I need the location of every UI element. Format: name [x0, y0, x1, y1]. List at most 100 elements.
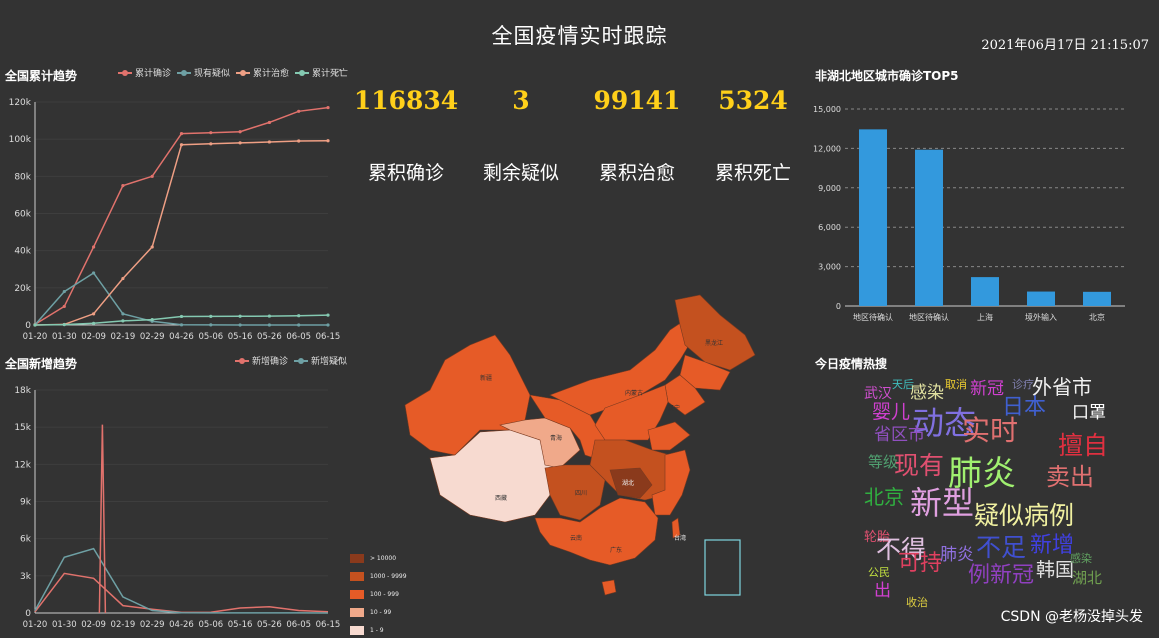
map-legend-item[interactable]: 1000 - 9999: [350, 567, 407, 585]
wordcloud-word[interactable]: 收治: [906, 596, 928, 609]
wordcloud-word[interactable]: 诊疗: [1012, 378, 1034, 391]
y-tick-label: 3k: [20, 572, 32, 582]
wordcloud-word[interactable]: 轮胎: [864, 530, 891, 545]
wordcloud-word[interactable]: 擅自: [1058, 431, 1109, 460]
data-point: [150, 245, 154, 249]
wordcloud-word[interactable]: 口罩: [1072, 403, 1106, 423]
x-tick-label: 北京: [1089, 312, 1105, 322]
legend-item-daily-confirmed[interactable]: 新增确诊: [235, 354, 288, 367]
wordcloud-word[interactable]: 天后: [892, 378, 914, 391]
wordcloud-word[interactable]: 感染: [1070, 552, 1092, 565]
map-region-qinghai[interactable]: [499, 417, 581, 469]
y-tick-label: 18k: [14, 386, 31, 396]
map-label: 湖北: [622, 479, 634, 487]
data-point: [92, 321, 96, 325]
x-tick-label: 05-06: [198, 620, 223, 630]
stat-suspected-value: 3: [512, 86, 530, 115]
data-point: [121, 319, 125, 323]
wordcloud-word[interactable]: 新型: [910, 484, 975, 522]
x-tick-label: 06-05: [286, 332, 311, 342]
wordcloud-word[interactable]: 省区市: [874, 425, 925, 445]
wordcloud-word[interactable]: 肺炎: [948, 454, 1016, 494]
top5-panel-title: 非湖北地区城市确诊TOP5: [815, 69, 959, 83]
x-tick-label: 02-29: [140, 332, 165, 342]
legend-label: 累计死亡: [312, 69, 349, 79]
legend-item-current-suspected[interactable]: 现有疑似: [177, 66, 230, 79]
wordcloud-word[interactable]: 卖出: [1046, 463, 1094, 491]
legend-item-cumulative-confirmed[interactable]: 累计确诊: [118, 66, 171, 79]
wordcloud-word[interactable]: 肺炎: [940, 545, 974, 565]
wordcloud-word[interactable]: 外省市: [1032, 375, 1092, 399]
data-point: [326, 105, 330, 110]
wordcloud-word[interactable]: 例新冠: [968, 563, 1035, 588]
watermark: CSDN @老杨没掉头发: [1000, 609, 1143, 625]
datetime-display: 2021年06月17日 21:15:07: [981, 38, 1149, 53]
wordcloud-word[interactable]: 不得: [876, 535, 927, 564]
y-tick-label: 100k: [9, 135, 32, 145]
data-point: [179, 323, 184, 327]
expand-icon[interactable]: ⤢: [334, 68, 342, 78]
x-tick-label: 06-05: [286, 620, 311, 630]
wordcloud-word[interactable]: 武汉: [864, 386, 892, 402]
bar: [859, 129, 887, 306]
legend-marker-icon: [235, 357, 249, 364]
map-region-south[interactable]: [534, 497, 659, 566]
map-region-sichuan[interactable]: [544, 464, 606, 521]
wordcloud-word[interactable]: 婴儿: [872, 401, 911, 423]
map-legend-label: 100 - 999: [370, 590, 399, 598]
legend-item-daily-suspected[interactable]: 新增疑似: [294, 354, 347, 367]
wordcloud-word[interactable]: 湖北: [1072, 569, 1103, 587]
wordcloud-word[interactable]: 现有: [894, 451, 945, 480]
wordcloud-word[interactable]: 新冠: [970, 379, 1004, 399]
map-label: 云南: [570, 534, 582, 542]
wordcloud-word[interactable]: 可持: [898, 551, 943, 576]
wordcloud-word[interactable]: 等级: [868, 453, 899, 471]
map-legend-item[interactable]: 100 - 999: [350, 585, 407, 603]
data-point: [92, 271, 96, 275]
data-point: [209, 131, 213, 135]
x-tick-label: 01-30: [52, 620, 77, 630]
china-map[interactable]: 辽宁 新疆 西藏 青海 内蒙古 黑龙江 四川 湖北 广东 云南 台湾: [400, 290, 760, 610]
wordcloud-word[interactable]: 不足: [976, 533, 1027, 562]
wordcloud-word[interactable]: 取消: [945, 378, 967, 391]
wordcloud-word[interactable]: 公民: [868, 566, 890, 579]
map-legend-item[interactable]: 1 - 9: [350, 621, 407, 638]
legend-item-cumulative-cured[interactable]: 累计治愈: [236, 66, 289, 79]
expand-icon[interactable]: ⤢: [334, 356, 342, 366]
top5-bar-chart: 0 3,000 6,000 9,000 12,000 15,000 地区待确认 地区待确认 上海…: [813, 105, 1125, 322]
wordcloud-word[interactable]: 新增: [1030, 533, 1075, 558]
map-legend-item[interactable]: 10 - 99: [350, 603, 407, 621]
wordcloud-word[interactable]: 韩国: [1036, 559, 1075, 581]
y-tick-label: 120k: [9, 98, 32, 108]
y-tick-label: 6,000: [818, 223, 841, 232]
legend-item-cumulative-dead[interactable]: 累计死亡: [295, 66, 348, 79]
wordcloud-word[interactable]: 实时: [962, 414, 1019, 447]
x-tick-label: 05-26: [257, 332, 282, 342]
legend-swatch-icon: [350, 607, 364, 617]
x-tick-label: 02-29: [140, 620, 165, 630]
data-point: [92, 312, 96, 316]
x-tick-label: 02-19: [111, 620, 136, 630]
legend-swatch-icon: [350, 589, 364, 599]
x-tick-label: 01-30: [52, 332, 77, 342]
series-line: [34, 572, 329, 614]
map-region-shandong[interactable]: [647, 421, 691, 451]
data-point: [267, 323, 271, 327]
map-region-east-coast[interactable]: [651, 449, 691, 516]
y-tick-label: 6k: [20, 535, 32, 545]
data-point: [238, 141, 242, 145]
data-point: [238, 314, 242, 318]
map-label: 黑龙江: [705, 339, 723, 347]
wordcloud-word[interactable]: 北京: [864, 485, 904, 509]
wordcloud-word[interactable]: 感染: [910, 383, 944, 403]
wordcloud-word[interactable]: 疑似病例: [974, 501, 1075, 530]
map-legend-item[interactable]: > 10000: [350, 549, 407, 567]
wordcloud-word[interactable]: 出: [874, 581, 891, 601]
wordcloud-word[interactable]: 日本: [1002, 395, 1047, 420]
map-legend-label: > 10000: [370, 554, 397, 562]
map-region-hubei[interactable]: [609, 467, 653, 499]
map-region-heilongjiang[interactable]: [674, 294, 756, 371]
map-region-taiwan[interactable]: [671, 517, 681, 539]
wordcloud-word[interactable]: 动态: [912, 404, 977, 442]
map-region-hainan[interactable]: [601, 579, 617, 596]
